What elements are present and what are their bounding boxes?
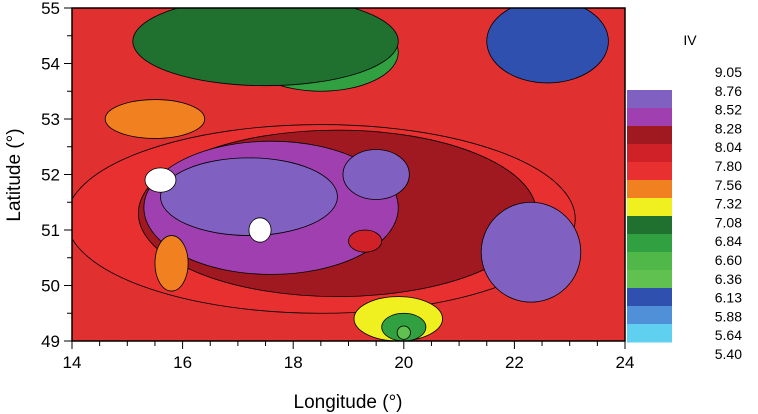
contour-region-6.84 — [132, 8, 399, 87]
contour-region-9.05 — [144, 167, 177, 193]
legend-label: 6.36 — [715, 271, 742, 287]
legend-swatch — [627, 234, 672, 253]
legend-label: 5.88 — [715, 308, 742, 324]
legend-label: 6.84 — [715, 233, 742, 249]
legend-swatch — [627, 126, 672, 145]
y-tick-label: 53 — [41, 110, 60, 129]
y-tick-label: 52 — [41, 166, 60, 185]
legend-swatch — [627, 90, 672, 109]
contour-region-8.76 — [342, 149, 410, 200]
legend-label: 7.80 — [715, 158, 742, 174]
contour-region-5.88 — [486, 8, 609, 84]
legend-swatch — [627, 324, 672, 343]
x-axis-title: Longitude (°) — [294, 392, 403, 413]
contour-region-6.13 — [396, 325, 411, 340]
legend-swatch — [627, 198, 672, 217]
y-tick-label: 55 — [41, 0, 60, 18]
x-tick-label: 20 — [394, 353, 413, 372]
legend-label: 6.13 — [715, 290, 742, 306]
colorbar-legend: 9.05 8.76 8.52 8.28 8.04 7.80 7.56 7.32 7.08 6.84… — [627, 64, 742, 362]
legend-swatch — [627, 306, 672, 325]
legend-swatch — [627, 180, 672, 199]
legend-swatch — [627, 108, 672, 127]
y-axis-title: Latitude (°) — [4, 128, 25, 221]
y-tick-label: 54 — [41, 55, 60, 74]
legend-label: 7.08 — [715, 214, 742, 230]
legend-label: 8.04 — [715, 139, 742, 155]
legend-label: 7.56 — [715, 177, 742, 193]
contour-region-8.76 — [160, 157, 338, 236]
x-tick-label: 24 — [616, 353, 635, 372]
legend-swatch — [627, 270, 672, 289]
contour-region-9.05 — [248, 217, 272, 243]
legend-title: IV — [683, 32, 697, 48]
y-tick-label: 49 — [41, 332, 60, 351]
x-axis: 14 16 18 20 22 24 — [63, 341, 635, 372]
legend-swatch — [627, 144, 672, 163]
contour-region-7.32 — [154, 235, 189, 292]
legend-label: 5.64 — [715, 327, 742, 343]
y-tick-label: 51 — [41, 221, 60, 240]
y-tick-label: 50 — [41, 277, 60, 296]
y-axis: 49 50 51 52 53 54 55 — [41, 0, 72, 351]
legend-swatch — [627, 162, 672, 181]
x-tick-label: 14 — [63, 353, 82, 372]
x-tick-label: 16 — [173, 353, 192, 372]
legend-swatch — [627, 288, 672, 307]
legend-label: 5.40 — [715, 346, 742, 362]
legend-label: 8.76 — [715, 83, 742, 99]
x-tick-label: 18 — [284, 353, 303, 372]
legend-label: 8.52 — [715, 102, 742, 118]
legend-label: 6.60 — [715, 252, 742, 268]
legend-swatch — [627, 216, 672, 235]
contour-region-8.76 — [480, 201, 582, 303]
plot-area — [71, 7, 626, 342]
legend-swatch — [627, 252, 672, 271]
x-tick-label: 22 — [505, 353, 524, 372]
contour-region-7.32 — [104, 99, 206, 139]
legend-label: 8.28 — [715, 120, 742, 136]
contour-region-8.04 — [348, 229, 383, 253]
legend-label: 9.05 — [715, 64, 742, 80]
legend-label: 7.32 — [715, 196, 742, 212]
